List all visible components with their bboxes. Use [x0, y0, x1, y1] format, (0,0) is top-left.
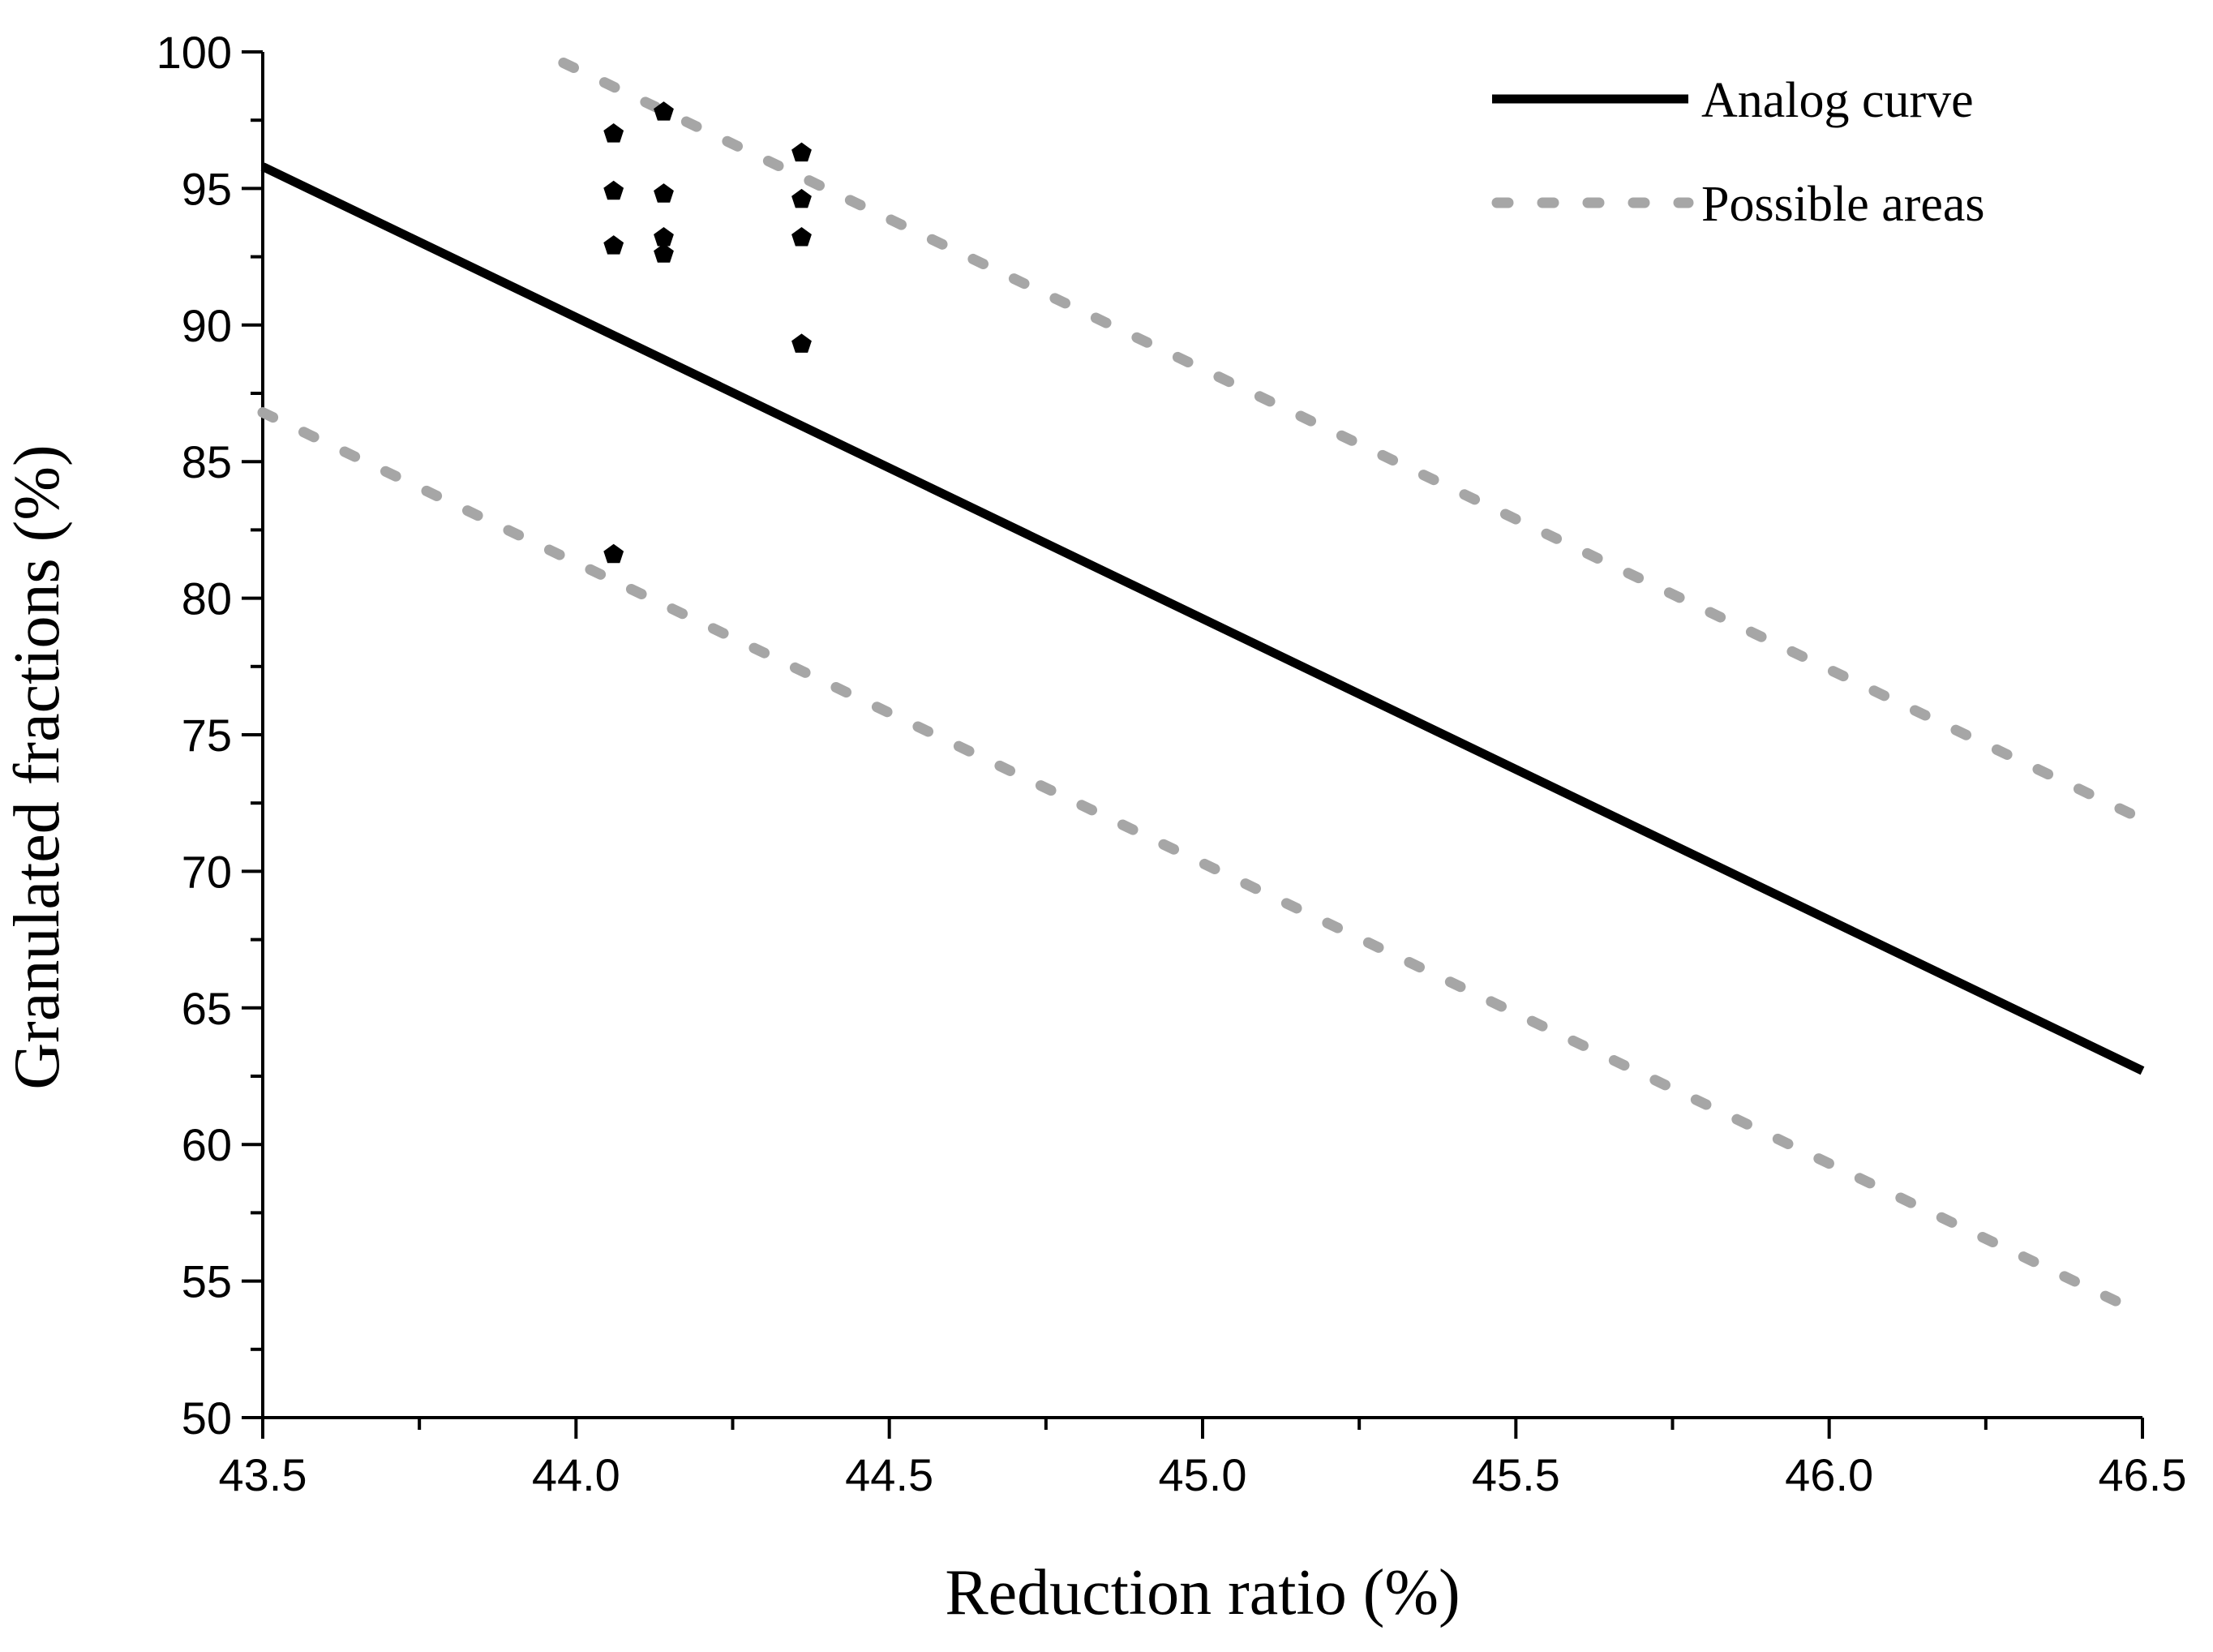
data-point	[791, 227, 812, 247]
analog-curve-line	[260, 162, 2145, 1075]
data-point	[603, 180, 624, 200]
legend-label: Possible areas	[1701, 177, 1985, 232]
y-tick-label: 70	[182, 846, 232, 897]
legend-label: Analog curve	[1701, 73, 1974, 128]
data-point	[654, 101, 674, 121]
y-tick-label: 100	[157, 27, 232, 78]
y-axis-title: Granulated fractions (%)	[2, 444, 73, 1089]
data-point	[603, 543, 624, 564]
x-tick-label: 46.5	[2099, 1449, 2187, 1500]
y-tick-label: 55	[182, 1256, 232, 1307]
data-point	[603, 235, 624, 255]
y-tick-label: 80	[182, 573, 232, 624]
data-point	[791, 142, 812, 162]
y-tick-label: 95	[182, 163, 232, 214]
data-point	[791, 188, 812, 208]
x-tick-label: 45.5	[1472, 1449, 1560, 1500]
series-layer	[257, 57, 2148, 1319]
x-tick-label: 44.5	[845, 1449, 933, 1500]
y-tick-label: 50	[182, 1392, 232, 1444]
y-tick-label: 65	[182, 983, 232, 1034]
x-tick-label: 46.0	[1785, 1449, 1873, 1500]
x-tick-label: 43.5	[219, 1449, 307, 1500]
data-point	[654, 183, 674, 203]
x-axis-title: Reduction ratio (%)	[945, 1557, 1460, 1628]
y-tick-label: 85	[182, 436, 232, 487]
x-tick-label: 45.0	[1159, 1449, 1247, 1500]
legend: Analog curve Possible areas	[1491, 73, 1985, 232]
data-point	[654, 227, 674, 247]
possible-area-boundary-line	[257, 407, 2148, 1319]
x-tick-label: 44.0	[532, 1449, 620, 1500]
y-tick-label: 60	[182, 1119, 232, 1170]
data-point	[654, 243, 674, 263]
data-point	[791, 333, 812, 353]
data-point	[603, 123, 624, 143]
y-tick-label: 90	[182, 300, 232, 351]
y-tick-label: 75	[182, 710, 232, 761]
axes: 43.5 44.0 44.5 45.0 45.5 46.0 46.5 50 55 60 65 70 75…	[157, 27, 2187, 1500]
possible-area-boundary-line	[558, 57, 2148, 825]
